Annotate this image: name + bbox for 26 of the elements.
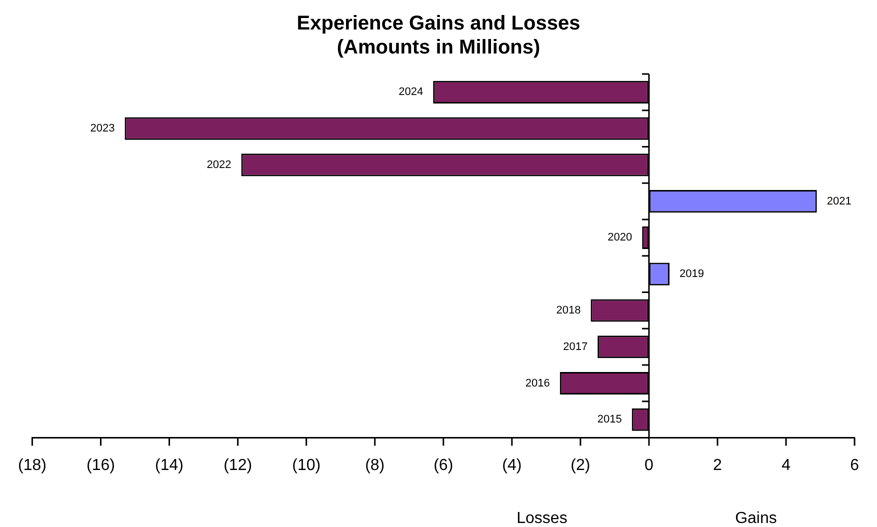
y-tick-label: 2023 — [90, 122, 115, 135]
text: Losses — [516, 510, 568, 527]
x-tick-label: (12) — [224, 456, 252, 474]
x-tick-label: (4) — [502, 456, 522, 474]
x-tick-label: 6 — [850, 456, 860, 474]
x-tick-label: (8) — [365, 456, 385, 474]
x-tick-label: (16) — [86, 456, 115, 474]
y-tick-label: 2017 — [563, 340, 588, 353]
x-tick-label: 2 — [713, 456, 722, 474]
y-tick-label: 2019 — [680, 268, 704, 280]
y-tick-label: 2015 — [597, 414, 622, 426]
y-tick-label: 2021 — [826, 195, 852, 208]
chart-title: Experience Gains and Losses (Amounts in Millions) — [296, 12, 580, 59]
x-tick-label: 0 — [644, 456, 654, 474]
x-tick-label: (2) — [570, 456, 590, 474]
y-tick-label: 2024 — [398, 86, 424, 98]
x-tick-label: 4 — [782, 456, 791, 474]
text: Gains — [735, 510, 777, 527]
x-tick-label: (18) — [18, 456, 46, 474]
x-tick-label: (6) — [434, 456, 454, 474]
y-tick-label: 2020 — [608, 232, 632, 244]
y-tick-label: 2022 — [206, 158, 232, 171]
y-tick-label: 2016 — [525, 377, 550, 390]
y-tick-label: 2018 — [556, 304, 581, 316]
x-tick-label: (14) — [155, 456, 184, 474]
x-tick-label: (10) — [292, 456, 321, 474]
